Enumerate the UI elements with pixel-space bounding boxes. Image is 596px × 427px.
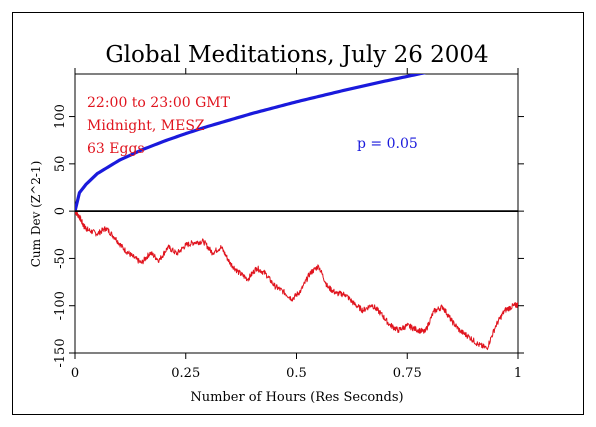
y-tick-label: 0 (53, 207, 68, 215)
y-tick-label: -150 (53, 338, 68, 367)
x-tick-label: 0.75 (393, 366, 422, 381)
blue-series-line (75, 74, 427, 212)
y-tick-label: -50 (53, 248, 68, 269)
x-tick-label: 1 (514, 366, 522, 381)
annotation-1: 22:00 to 23:00 GMT (87, 95, 231, 111)
y-axis-label: Cum Dev (Z^2-1) (29, 161, 43, 268)
x-tick-label: 0.5 (286, 366, 307, 381)
annotation-3: 63 Eggs (87, 141, 145, 157)
axis-ticks: 0 0.25 0.5 0.75 1 -150 -100 -50 0 50 100 (53, 68, 524, 381)
annotations: 22:00 to 23:00 GMT Midnight, MESZ 63 Eggs p… (87, 95, 418, 157)
series-layer (75, 74, 518, 351)
annotation-4: p = 0.05 (357, 136, 418, 152)
red-series-line (75, 210, 518, 351)
x-axis-label: Number of Hours (Res Seconds) (190, 390, 403, 405)
x-tick-label: 0.25 (171, 366, 200, 381)
plot-area (74, 73, 519, 354)
annotation-2: Midnight, MESZ (87, 118, 205, 134)
y-tick-label: -100 (53, 291, 68, 320)
chart-frame (12, 12, 584, 415)
y-tick-label: 50 (53, 156, 68, 173)
x-tick-label: 0 (71, 366, 79, 381)
chart-title: Global Meditations, July 26 2004 (105, 42, 488, 68)
y-tick-label: 100 (53, 104, 68, 129)
